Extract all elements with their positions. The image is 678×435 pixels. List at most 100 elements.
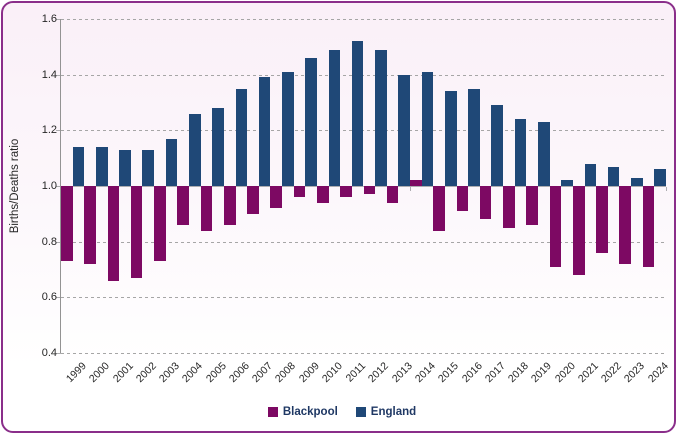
x-tick-label-2004: 2004 bbox=[180, 360, 206, 386]
bar-blackpool-2008 bbox=[270, 186, 283, 209]
legend-item-blackpool: Blackpool bbox=[267, 406, 338, 418]
y-axis-line bbox=[60, 19, 61, 353]
bar-england-2022 bbox=[607, 166, 620, 186]
y-axis-tick-0.6 bbox=[56, 297, 61, 299]
y-tick-label: 0.8 bbox=[41, 235, 57, 248]
bar-blackpool-2019 bbox=[526, 186, 538, 225]
x-tick-label-2008: 2008 bbox=[273, 360, 299, 386]
x-tick-label-2001: 2001 bbox=[110, 360, 136, 386]
bar-england-2005 bbox=[212, 108, 224, 186]
category-axis-tick bbox=[410, 187, 412, 191]
bar-england-2021 bbox=[584, 163, 597, 186]
category-axis-tick bbox=[666, 187, 667, 191]
x-tick-label-2012: 2012 bbox=[366, 360, 392, 386]
plot-area: 0.4 0.6 0.8 1.0 1.2 1.4 1.6 1999 2000 2001 2002 200… bbox=[3, 3, 678, 435]
bar-blackpool-2024 bbox=[642, 186, 655, 267]
legend-label: England bbox=[370, 406, 417, 418]
bar-england-2009 bbox=[305, 57, 317, 186]
x-tick-label-2018: 2018 bbox=[505, 360, 531, 386]
bar-blackpool-2002 bbox=[130, 186, 143, 278]
x-tick-label-2009: 2009 bbox=[296, 360, 322, 386]
bar-blackpool-1999 bbox=[61, 186, 73, 262]
bar-blackpool-2022 bbox=[596, 186, 608, 253]
bar-blackpool-2017 bbox=[479, 186, 492, 220]
x-tick-label-2016: 2016 bbox=[459, 360, 485, 386]
x-tick-label-2006: 2006 bbox=[226, 360, 252, 386]
bar-england-2006 bbox=[235, 88, 248, 186]
bar-england-2019 bbox=[538, 121, 550, 186]
bar-england-2015 bbox=[444, 91, 457, 186]
y-tick-label: 1.2 bbox=[41, 124, 57, 137]
bar-blackpool-2001 bbox=[107, 186, 120, 281]
bar-blackpool-2009 bbox=[293, 186, 306, 198]
x-tick-label-2023: 2023 bbox=[622, 360, 648, 386]
x-tick-label-2024: 2024 bbox=[645, 360, 671, 386]
x-tick-label-2002: 2002 bbox=[133, 360, 159, 386]
x-tick-label-2000: 2000 bbox=[87, 360, 113, 386]
bar-england-2003 bbox=[165, 138, 178, 186]
bar-blackpool-2006 bbox=[223, 186, 236, 225]
y-tick-label: 0.4 bbox=[41, 347, 57, 359]
bar-england-2014 bbox=[421, 71, 434, 186]
gridline-0.8 bbox=[61, 241, 666, 243]
x-tick-label-2010: 2010 bbox=[319, 360, 345, 386]
bar-blackpool-2016 bbox=[456, 186, 469, 212]
legend-swatch-blackpool bbox=[267, 407, 278, 417]
gridline-1.4 bbox=[61, 74, 666, 76]
bar-england-2018 bbox=[514, 119, 527, 186]
y-axis-tick-0.4 bbox=[56, 353, 61, 354]
x-tick-label-2013: 2013 bbox=[389, 360, 415, 386]
y-axis-tick-1.2 bbox=[56, 130, 61, 132]
bar-england-2011 bbox=[351, 41, 364, 186]
x-tick-label-1999: 1999 bbox=[63, 360, 89, 386]
bar-blackpool-2015 bbox=[433, 186, 445, 231]
gridline-0.6 bbox=[61, 297, 666, 299]
bar-blackpool-2014 bbox=[410, 180, 422, 186]
y-tick-label: 1.0 bbox=[41, 180, 57, 192]
legend-item-england: England bbox=[355, 406, 417, 418]
bar-blackpool-2005 bbox=[200, 186, 213, 231]
bar-england-2004 bbox=[188, 113, 201, 186]
y-axis-tick-1.0 bbox=[56, 186, 61, 187]
legend: Blackpool England bbox=[3, 404, 678, 420]
x-tick-label-2021: 2021 bbox=[575, 360, 601, 386]
bar-blackpool-2021 bbox=[572, 186, 585, 276]
bar-blackpool-2020 bbox=[549, 186, 562, 267]
bar-england-2013 bbox=[398, 74, 411, 186]
bar-blackpool-2011 bbox=[340, 186, 352, 198]
bar-england-2012 bbox=[375, 49, 387, 186]
bar-blackpool-2003 bbox=[154, 186, 166, 262]
x-tick-label-2007: 2007 bbox=[249, 360, 275, 386]
bar-england-2017 bbox=[491, 105, 504, 186]
bar-blackpool-2018 bbox=[503, 186, 515, 228]
bar-blackpool-2010 bbox=[316, 186, 329, 203]
bar-blackpool-2023 bbox=[619, 186, 632, 264]
bar-blackpool-2004 bbox=[177, 186, 189, 225]
bar-england-2000 bbox=[95, 147, 108, 186]
x-tick-label-2019: 2019 bbox=[529, 360, 555, 386]
y-axis-tick-0.8 bbox=[56, 241, 61, 243]
bar-blackpool-2013 bbox=[386, 186, 399, 203]
bar-england-1999 bbox=[72, 147, 85, 186]
x-tick-label-2014: 2014 bbox=[412, 360, 438, 386]
bar-blackpool-2000 bbox=[84, 186, 96, 264]
bar-england-2020 bbox=[561, 180, 573, 186]
bar-england-2007 bbox=[258, 77, 271, 186]
gridline-1.2 bbox=[61, 130, 666, 132]
bar-england-2001 bbox=[119, 149, 131, 186]
bar-blackpool-2007 bbox=[247, 186, 259, 214]
y-axis-tick-1.6 bbox=[56, 19, 61, 20]
x-tick-label-2017: 2017 bbox=[482, 360, 508, 386]
legend-label: Blackpool bbox=[282, 406, 338, 418]
y-tick-label: 1.6 bbox=[41, 13, 57, 25]
legend-swatch-england bbox=[355, 407, 366, 417]
bar-england-2016 bbox=[468, 88, 480, 186]
y-tick-label: 0.6 bbox=[41, 291, 57, 304]
y-tick-label: 1.4 bbox=[41, 68, 57, 81]
gridline-1.6 bbox=[61, 19, 666, 20]
bar-england-2010 bbox=[328, 49, 341, 186]
bar-blackpool-2012 bbox=[363, 186, 376, 195]
x-tick-label-2020: 2020 bbox=[552, 360, 578, 386]
